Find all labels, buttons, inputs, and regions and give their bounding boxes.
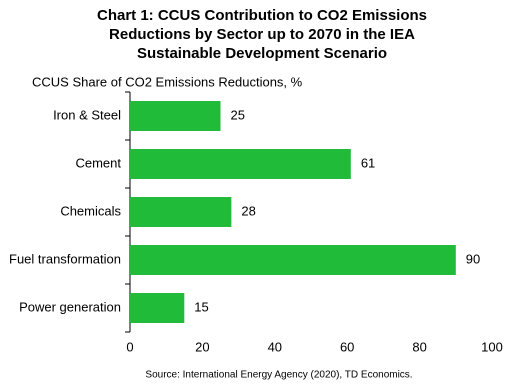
value-label: 28 (241, 203, 255, 218)
bar (130, 149, 351, 179)
x-tick-label: 80 (412, 339, 426, 354)
y-tick-label: Fuel transformation (9, 251, 121, 266)
value-label: 90 (466, 251, 480, 266)
y-tick-label: Iron & Steel (53, 107, 121, 122)
x-tick-label: 40 (268, 339, 282, 354)
x-tick-label: 60 (340, 339, 354, 354)
x-tick-label: 0 (126, 339, 133, 354)
y-tick-label: Cement (75, 155, 121, 170)
bar (130, 245, 456, 275)
chart-title: Chart 1: CCUS Contribution to CO2 Emissi… (97, 7, 427, 24)
value-label: 15 (194, 299, 208, 314)
value-label: 25 (231, 107, 245, 122)
axis-label: CCUS Share of CO2 Emissions Reductions, … (32, 74, 303, 89)
source: Source: International Energy Agency (202… (145, 370, 412, 381)
bar (130, 197, 232, 227)
bar (130, 293, 185, 323)
y-tick-label: Power generation (19, 299, 121, 314)
chart-title: Reductions by Sector up to 2070 in the I… (109, 26, 415, 43)
value-label: 61 (361, 155, 375, 170)
bar (130, 101, 221, 131)
chart-title: Sustainable Development Scenario (137, 45, 387, 62)
x-tick-label: 20 (195, 339, 209, 354)
y-tick-label: Chemicals (60, 203, 121, 218)
x-tick-label: 100 (481, 339, 503, 354)
